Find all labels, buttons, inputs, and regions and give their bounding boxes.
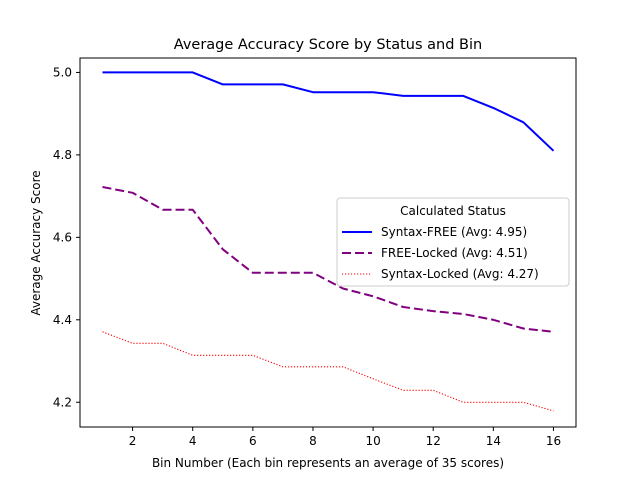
y-tick-label: 5.0 xyxy=(53,65,72,79)
legend-frame xyxy=(336,197,570,287)
legend[interactable]: Calculated Status Syntax-FREE (Avg: 4.95… xyxy=(336,197,570,287)
series-line-3 xyxy=(102,331,554,412)
series-line-1 xyxy=(102,71,555,152)
plot-area: 2 4 6 8 10 12 14 16 4.2 4.4 4.6 4.8 5.0 xyxy=(53,57,577,448)
chart-title: Average Accuracy Score by Status and Bin xyxy=(174,37,482,53)
legend-label-1: Syntax-FREE (Avg: 4.95) xyxy=(381,225,527,239)
x-tick-label: 4 xyxy=(189,434,197,448)
legend-title: Calculated Status xyxy=(400,204,506,218)
y-axis-label: Average Accuracy Score xyxy=(29,170,43,315)
series-line-2 xyxy=(102,186,554,333)
axes-frame xyxy=(79,57,577,428)
y-tick-label: 4.4 xyxy=(53,313,72,327)
x-tick-label: 14 xyxy=(486,434,501,448)
x-tick-label: 12 xyxy=(426,434,441,448)
legend-label-2: FREE-Locked (Avg: 4.51) xyxy=(381,246,528,260)
x-tick-label: 8 xyxy=(309,434,317,448)
x-tick-label: 2 xyxy=(129,434,137,448)
x-tick-label: 10 xyxy=(365,434,380,448)
x-tick-label: 6 xyxy=(249,434,257,448)
legend-label-3: Syntax-Locked (Avg: 4.27) xyxy=(381,267,539,281)
y-tick-label: 4.8 xyxy=(53,148,72,162)
x-axis-label: Bin Number (Each bin represents an avera… xyxy=(152,456,504,470)
y-tick-label: 4.2 xyxy=(53,395,72,409)
x-tick-label: 16 xyxy=(546,434,561,448)
y-tick-label: 4.6 xyxy=(53,230,72,244)
